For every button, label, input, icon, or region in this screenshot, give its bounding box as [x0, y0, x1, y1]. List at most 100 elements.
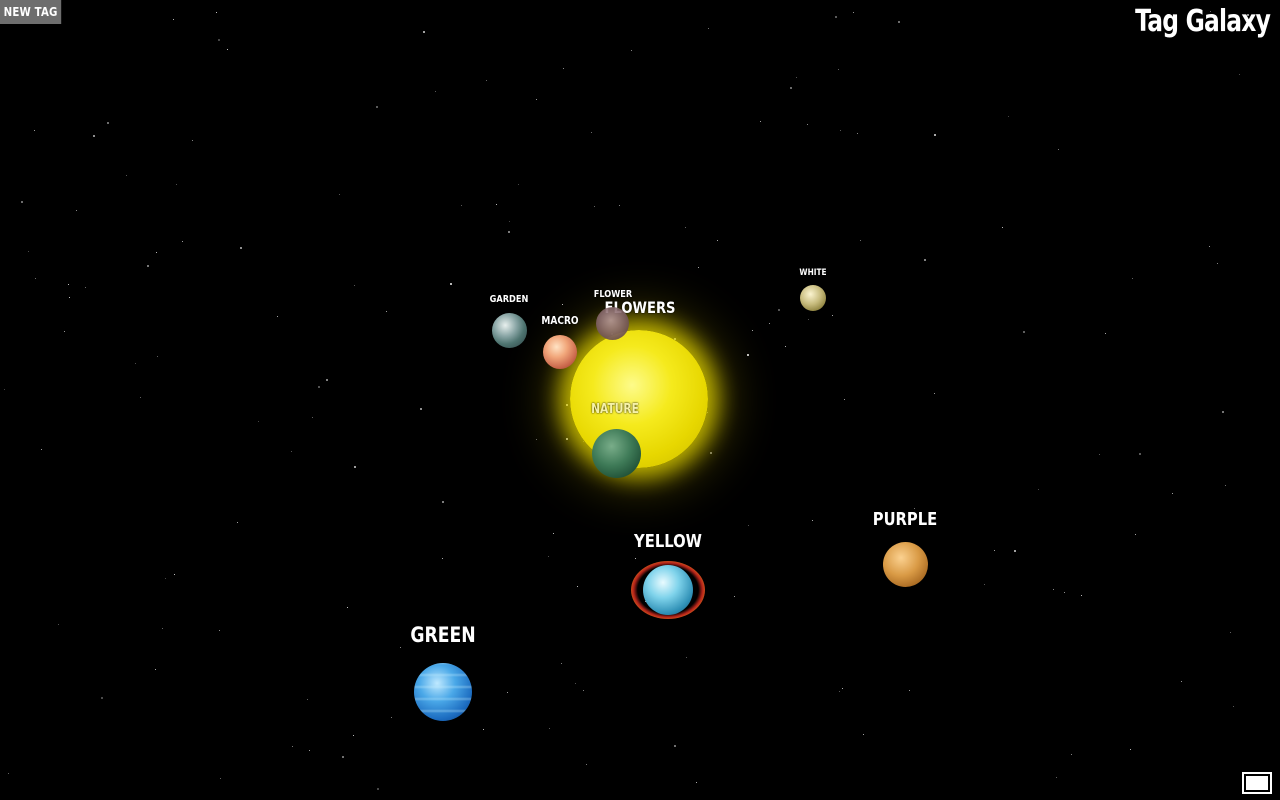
star — [577, 586, 578, 587]
planet-garden[interactable] — [492, 313, 527, 348]
planet-white[interactable] — [800, 285, 826, 311]
star — [155, 669, 156, 670]
star — [752, 330, 753, 331]
star — [696, 782, 697, 783]
star — [4, 389, 5, 390]
star — [808, 319, 809, 320]
star — [126, 175, 127, 176]
star — [8, 773, 9, 774]
star — [994, 550, 995, 551]
star — [486, 80, 487, 81]
star — [812, 520, 813, 521]
star — [1239, 74, 1240, 75]
star — [442, 501, 444, 503]
star — [674, 745, 676, 747]
star — [173, 19, 174, 20]
star — [1038, 489, 1039, 490]
planet-macro[interactable] — [543, 335, 577, 369]
star — [258, 421, 259, 422]
star — [174, 574, 175, 575]
star — [548, 556, 549, 557]
star — [698, 267, 699, 268]
star — [717, 240, 718, 241]
star — [1023, 331, 1025, 333]
star — [1071, 754, 1072, 755]
star — [140, 397, 141, 398]
star — [147, 265, 149, 267]
star — [619, 205, 620, 206]
star — [1135, 534, 1136, 535]
planet-green[interactable] — [414, 663, 472, 721]
star — [400, 647, 401, 648]
star — [807, 124, 808, 125]
star — [1233, 706, 1234, 707]
star — [518, 184, 519, 185]
planet-label-garden: GARDEN — [489, 294, 529, 305]
star — [64, 331, 65, 332]
planet-nature[interactable] — [592, 429, 641, 478]
star — [914, 508, 915, 509]
star — [674, 338, 676, 340]
star — [442, 558, 443, 559]
star — [563, 68, 564, 69]
star — [769, 323, 770, 324]
star — [785, 346, 786, 347]
new-tag-button[interactable]: NEW TAG — [0, 0, 62, 24]
star — [898, 21, 900, 23]
star — [796, 77, 797, 78]
star — [708, 28, 709, 29]
star — [435, 91, 436, 92]
star — [162, 628, 163, 629]
star — [21, 201, 23, 203]
star — [857, 133, 858, 134]
star — [1099, 454, 1100, 455]
planet-yellow[interactable] — [643, 565, 693, 615]
star — [536, 99, 537, 100]
star — [376, 106, 378, 108]
star — [1058, 149, 1059, 150]
star — [1247, 14, 1249, 16]
star — [483, 729, 484, 730]
star — [35, 278, 36, 279]
star — [748, 525, 749, 526]
star — [508, 231, 510, 233]
star — [790, 87, 792, 89]
star — [1008, 116, 1009, 117]
star — [984, 584, 985, 585]
star — [307, 699, 308, 700]
star — [1014, 550, 1016, 552]
star — [240, 247, 242, 249]
star — [631, 50, 632, 51]
star — [342, 756, 344, 758]
star — [85, 287, 86, 288]
new-tag-label: NEW TAG — [3, 5, 58, 19]
star — [1217, 263, 1218, 264]
planet-purple[interactable] — [883, 542, 928, 587]
star — [218, 39, 220, 41]
star — [391, 717, 392, 718]
star — [1230, 632, 1231, 633]
star — [842, 688, 843, 689]
star — [686, 657, 687, 658]
star — [1130, 749, 1131, 750]
star — [291, 451, 292, 452]
star — [69, 297, 70, 298]
planet-label-nature: NATURE — [591, 402, 639, 417]
star — [1139, 453, 1141, 455]
star — [583, 690, 584, 691]
planet-label-purple: PURPLE — [872, 509, 938, 530]
planet-flower[interactable] — [596, 307, 629, 340]
star — [107, 122, 109, 124]
app-logo: Tag Galaxy — [1135, 4, 1271, 39]
star — [934, 134, 936, 136]
star — [237, 522, 238, 523]
star — [292, 746, 293, 747]
star — [1056, 777, 1057, 778]
star — [760, 121, 761, 122]
fullscreen-icon[interactable] — [1242, 772, 1272, 794]
star — [838, 69, 839, 70]
star — [1172, 493, 1173, 494]
star — [1132, 278, 1133, 279]
star — [420, 408, 422, 410]
